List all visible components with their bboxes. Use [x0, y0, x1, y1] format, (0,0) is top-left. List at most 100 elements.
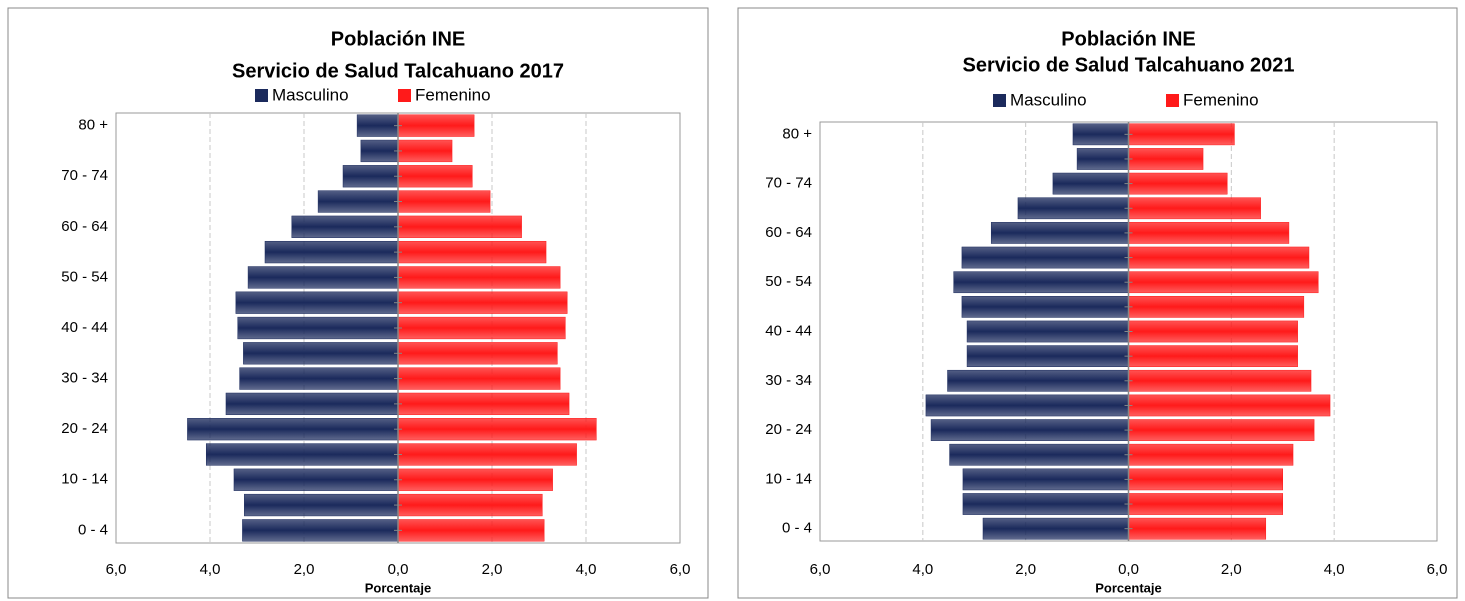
bar	[397, 165, 473, 188]
bar	[966, 345, 1129, 367]
bar	[1052, 172, 1129, 195]
x-tick-label: 6,0	[1427, 561, 1448, 578]
bar	[187, 418, 399, 441]
bar	[397, 392, 570, 416]
y-tick-label: 20 - 24	[765, 421, 812, 438]
legend-swatch	[993, 94, 1006, 107]
bar	[953, 271, 1129, 294]
bar	[930, 419, 1129, 441]
y-tick-label: 80 +	[78, 117, 108, 134]
x-tick-label: 6,0	[670, 561, 691, 578]
bar	[982, 517, 1129, 540]
y-tick-label: 30 - 34	[61, 370, 108, 387]
bar	[1072, 123, 1129, 146]
bar	[1128, 493, 1283, 515]
legend-label: Masculino	[272, 85, 349, 104]
x-tick-label: 2,0	[294, 561, 315, 578]
bar	[360, 139, 399, 163]
x-tick-label: 0,0	[1118, 561, 1139, 578]
x-tick-label: 2,0	[1015, 561, 1036, 578]
y-tick-label: 60 - 64	[765, 224, 812, 241]
x-axis-label: Porcentaje	[1095, 580, 1161, 595]
x-tick-label: 4,0	[200, 561, 221, 578]
chart-title: Población INE	[331, 28, 465, 50]
bar	[1128, 443, 1294, 466]
bar	[990, 222, 1129, 244]
y-tick-label: 10 - 14	[765, 470, 812, 487]
bar	[961, 296, 1129, 318]
bar	[205, 443, 399, 466]
bar	[1128, 517, 1267, 540]
bar	[244, 493, 399, 517]
bar	[1128, 345, 1298, 367]
bar	[239, 367, 399, 390]
bar	[947, 369, 1129, 392]
chart-title: Población INE	[1061, 28, 1195, 50]
bar	[962, 468, 1129, 491]
y-tick-label: 50 - 54	[765, 273, 812, 290]
y-tick-label: 50 - 54	[61, 268, 108, 285]
bar	[356, 114, 399, 137]
x-tick-label: 4,0	[576, 561, 597, 578]
bar	[235, 291, 399, 314]
bar	[1128, 320, 1298, 343]
y-tick-label: 70 - 74	[61, 167, 108, 184]
bar	[1128, 468, 1283, 491]
bar	[342, 165, 399, 188]
bar	[397, 215, 522, 238]
bar	[925, 394, 1129, 417]
bar	[949, 443, 1129, 466]
bar	[1128, 394, 1331, 417]
bar	[1128, 148, 1204, 170]
bar	[1128, 419, 1315, 441]
bar	[233, 468, 399, 491]
y-tick-label: 80 +	[782, 125, 812, 142]
bar	[247, 266, 399, 289]
bar	[397, 418, 597, 441]
bar	[397, 342, 558, 365]
x-tick-label: 0,0	[388, 561, 409, 578]
y-tick-label: 20 - 24	[61, 420, 108, 437]
bar	[1017, 197, 1129, 220]
bar	[225, 392, 399, 416]
bar	[397, 493, 543, 517]
bar	[243, 342, 399, 365]
bar	[1128, 197, 1261, 220]
x-tick-label: 6,0	[106, 561, 127, 578]
y-tick-label: 0 - 4	[782, 520, 812, 537]
bar	[397, 468, 553, 491]
bar	[1128, 172, 1228, 195]
x-tick-label: 4,0	[1324, 561, 1345, 578]
y-tick-label: 0 - 4	[78, 521, 108, 538]
legend-swatch	[255, 89, 268, 102]
bar	[1128, 246, 1310, 269]
x-tick-label: 4,0	[912, 561, 933, 578]
legend-label: Masculino	[1010, 90, 1087, 109]
bar	[1076, 148, 1129, 170]
x-axis-label: Porcentaje	[365, 580, 431, 595]
y-tick-label: 70 - 74	[765, 175, 812, 192]
legend-swatch	[1166, 94, 1179, 107]
legend-label: Femenino	[1183, 90, 1259, 109]
bar	[966, 320, 1129, 343]
bar	[1128, 369, 1312, 392]
x-tick-label: 2,0	[482, 561, 503, 578]
bar	[397, 291, 568, 314]
bar	[291, 215, 399, 238]
y-tick-label: 40 - 44	[61, 319, 108, 336]
bar	[1128, 296, 1305, 318]
legend-swatch	[398, 89, 411, 102]
y-tick-label: 30 - 34	[765, 372, 812, 389]
legend-label: Femenino	[415, 85, 491, 104]
bar	[397, 443, 577, 466]
chart-title: Servicio de Salud Talcahuano 2021	[963, 54, 1295, 76]
bar	[397, 139, 453, 163]
y-tick-label: 40 - 44	[765, 322, 812, 339]
bar	[397, 190, 491, 213]
bar	[317, 190, 399, 213]
bar	[397, 114, 475, 137]
bar	[1128, 271, 1319, 294]
x-tick-label: 2,0	[1221, 561, 1242, 578]
